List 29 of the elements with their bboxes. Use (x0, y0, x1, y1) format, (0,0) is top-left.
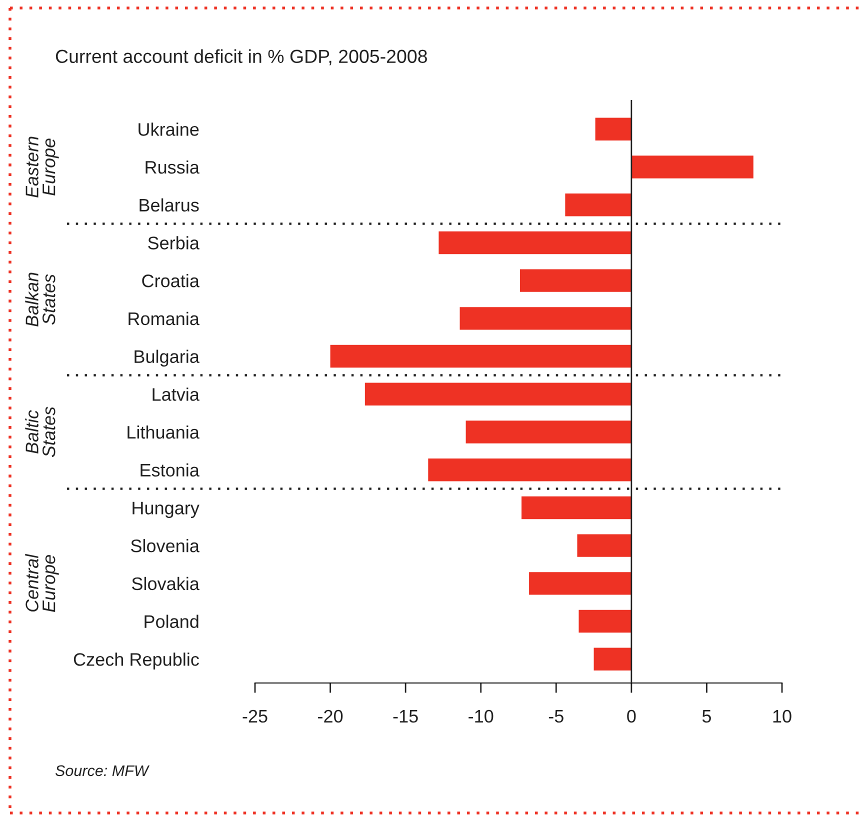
y-tick-label: Bulgaria (134, 350, 200, 367)
x-tick-label: -5 (548, 710, 564, 723)
y-tick-label: Romania (128, 312, 200, 326)
text: Balkan States (25, 272, 56, 327)
x-tick-label: -20 (318, 710, 343, 723)
x-tick-label: -10 (468, 710, 494, 723)
text: Eastern Europe (26, 136, 59, 198)
y-tick-label: Estonia (140, 463, 200, 477)
y-tick-label: Russia (146, 160, 200, 174)
y-tick-label: Latvia (152, 388, 200, 401)
y-tick-label: Slovenia (131, 539, 200, 552)
text: Central Europe (25, 554, 59, 612)
y-tick-label: Belarus (140, 198, 199, 212)
x-tick-label: 10 (773, 710, 792, 723)
x-tick-label: 0 (627, 710, 636, 723)
source-note: Source: MFW (55, 765, 150, 776)
y-tick-label: Czech Republic (74, 652, 199, 670)
y-tick-label: Ukraine (138, 122, 199, 136)
text: Baltic States (25, 406, 56, 458)
y-tick-label: Serbia (148, 236, 200, 250)
chart-title: Current account deficit in % GDP, 2005-2008 (56, 49, 427, 66)
x-tick-label: -15 (393, 710, 418, 723)
y-tick-label: Croatia (142, 274, 200, 288)
y-tick-label: Slovakia (132, 576, 200, 590)
y-tick-label: Hungary (132, 502, 200, 518)
y-tick-label: Lithuania (128, 425, 200, 439)
x-tick-label: -25 (242, 710, 268, 723)
x-tick-label: 5 (702, 710, 711, 723)
y-tick-label: Poland (144, 614, 198, 628)
